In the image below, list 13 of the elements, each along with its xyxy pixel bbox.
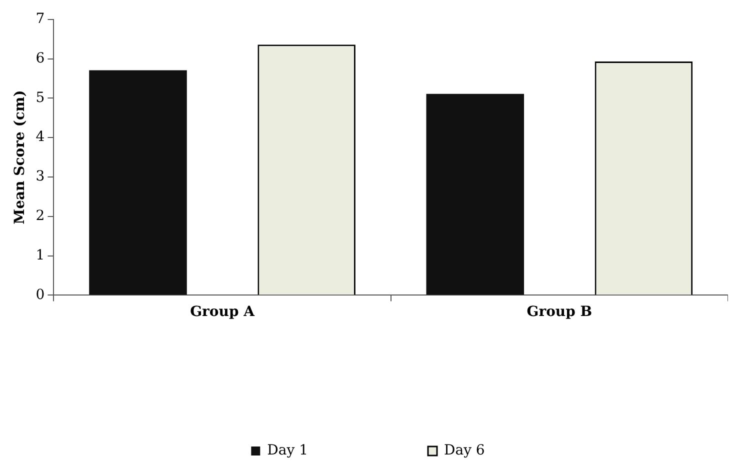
y-tick-label: 2	[36, 208, 45, 224]
y-axis-title: Mean Score (cm)	[12, 90, 28, 224]
y-tick-label: 0	[36, 286, 45, 303]
y-tick-label: 6	[36, 50, 45, 66]
y-tick-label: 7	[36, 11, 45, 28]
y-tick-label: 1	[36, 247, 45, 264]
y-tick-label: 5	[36, 90, 45, 106]
legend-label: Day 6	[444, 442, 485, 459]
y-tick-label: 4	[36, 129, 45, 146]
legend-label: Day 1	[267, 442, 308, 459]
x-tick-label: Group B	[526, 304, 592, 320]
x-tick-label: Group A	[190, 304, 256, 320]
y-tick-label: 3	[36, 168, 45, 185]
